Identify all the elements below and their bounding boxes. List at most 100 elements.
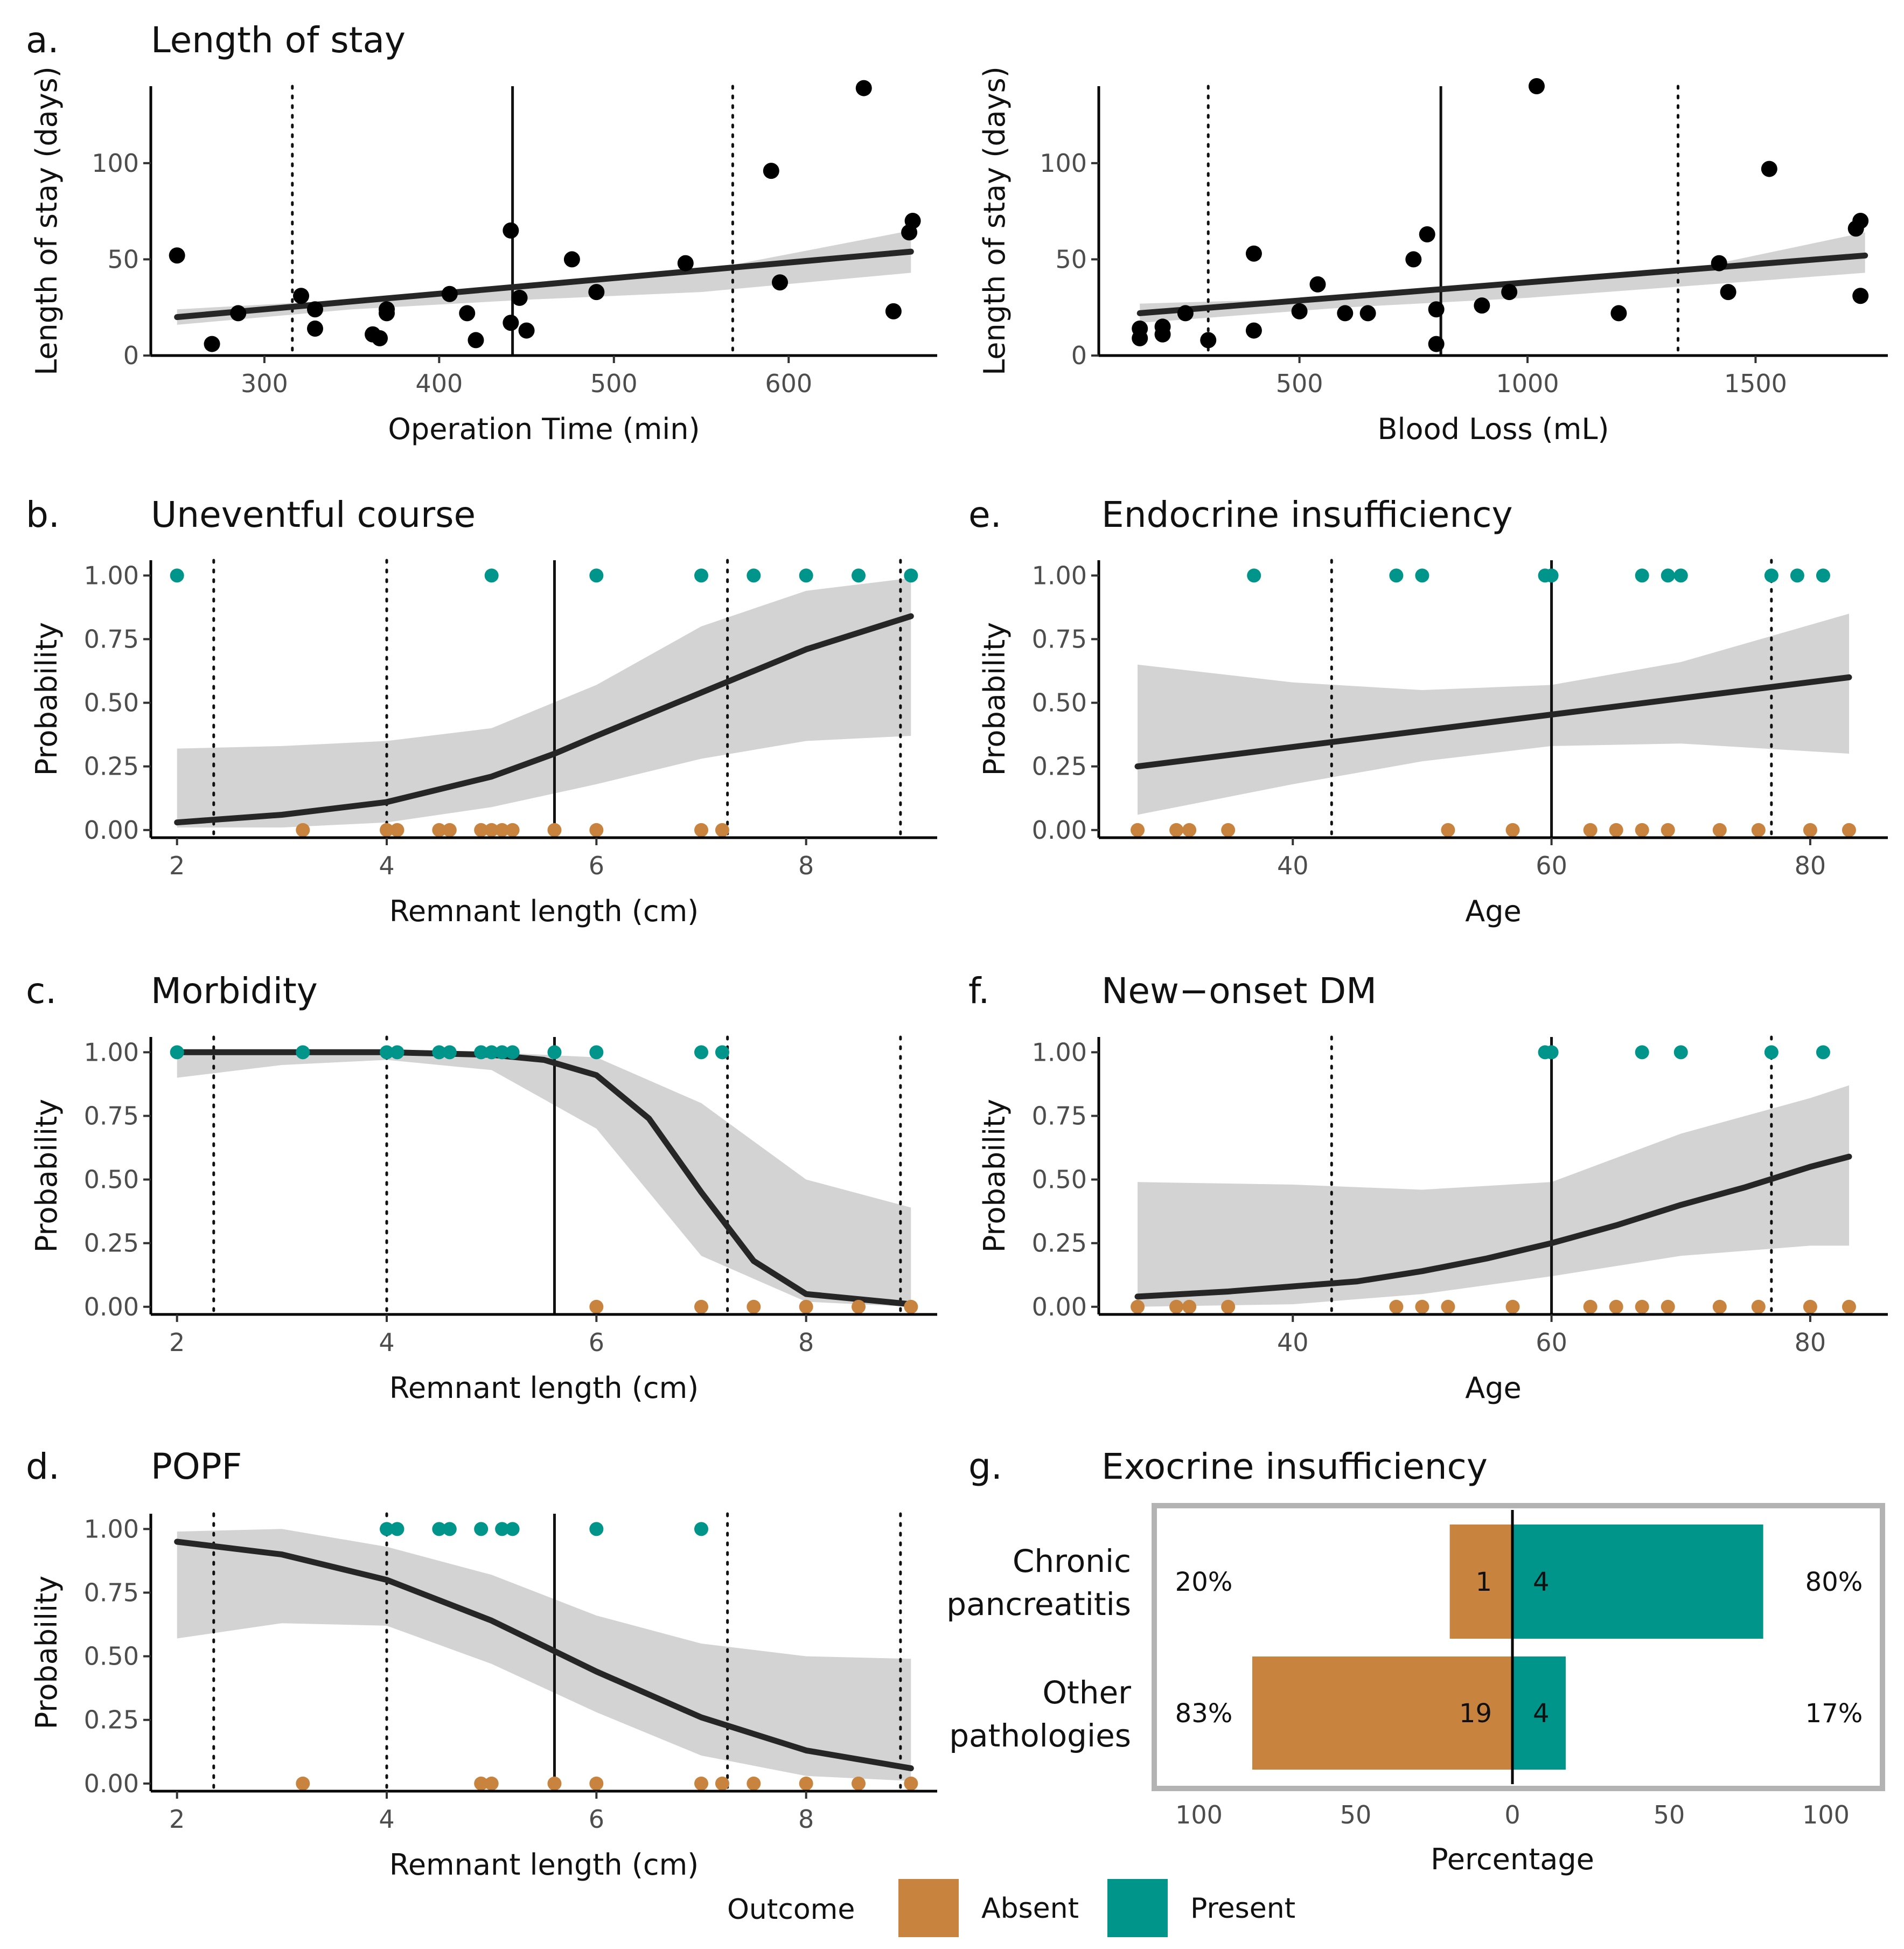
data-point-present xyxy=(442,1045,457,1060)
plot-exocrine-insufficiency: 1 4 20% 80% Chronic pancreatitis 19 4 83% 17% Othe… xyxy=(946,1503,1885,1876)
data-point xyxy=(1177,305,1194,322)
data-point xyxy=(1419,226,1435,242)
data-point-present xyxy=(170,1045,184,1060)
data-point xyxy=(1720,284,1736,301)
x-tick-label: 6 xyxy=(589,1805,604,1834)
data-point-present xyxy=(495,1045,510,1060)
data-point-absent xyxy=(1131,823,1145,837)
fitted-curve xyxy=(1134,674,1852,770)
data-point xyxy=(293,288,310,304)
data-point xyxy=(563,251,580,268)
data-point xyxy=(1501,284,1518,301)
confidence-band xyxy=(177,578,911,828)
data-point xyxy=(1405,251,1422,268)
data-point-present xyxy=(484,568,499,583)
x-tick-label: 80 xyxy=(1795,851,1826,880)
x-tick-label: 50 xyxy=(1340,1800,1372,1829)
x-tick-label: 40 xyxy=(1277,1328,1309,1357)
data-point-present xyxy=(1544,568,1559,583)
y-tick-label: 1.00 xyxy=(84,1038,139,1067)
data-point-absent xyxy=(484,1776,499,1791)
data-point-absent xyxy=(852,1299,866,1314)
x-tick-label: 300 xyxy=(241,369,288,398)
y-axis-title: Probability xyxy=(978,1099,1012,1252)
legend: Outcome Absent Present xyxy=(727,1879,1295,1937)
data-point-absent xyxy=(1751,823,1766,837)
y-tick-label: 0.00 xyxy=(84,1292,139,1321)
data-point-absent xyxy=(442,823,457,837)
data-point xyxy=(772,274,788,291)
x-tick-label: 0 xyxy=(1504,1800,1520,1829)
data-point xyxy=(518,322,535,339)
y-tick-label: 0.25 xyxy=(1032,1229,1087,1258)
data-point-present xyxy=(390,1522,404,1536)
panel-title-c: Morbidity xyxy=(151,970,318,1012)
data-point-absent xyxy=(1842,1299,1856,1314)
percent-label-present: 80% xyxy=(1805,1567,1863,1597)
bar-present xyxy=(1512,1656,1566,1770)
data-point-present xyxy=(1790,568,1804,583)
data-point xyxy=(904,213,921,229)
y-tick-label: 1.00 xyxy=(84,561,139,590)
data-point-present xyxy=(1661,568,1675,583)
y-tick-label: 0.50 xyxy=(1032,688,1087,718)
data-point xyxy=(677,255,694,272)
data-point-absent xyxy=(1441,823,1455,837)
x-tick-label: 4 xyxy=(379,1805,394,1834)
fitted-curve xyxy=(1136,252,1868,316)
legend-label-present: Present xyxy=(1190,1892,1295,1925)
y-tick-label: 0.25 xyxy=(84,1229,139,1258)
data-point-absent xyxy=(1182,1299,1197,1314)
data-point-present xyxy=(1816,568,1830,583)
data-point-absent xyxy=(904,1776,918,1791)
data-point-present xyxy=(484,1045,499,1060)
data-point-absent xyxy=(1169,823,1184,837)
y-axis-title: Length of stay (days) xyxy=(30,66,64,375)
panel-title-f: New−onset DM xyxy=(1101,970,1377,1012)
x-tick-label: 8 xyxy=(798,851,814,880)
y-tick-label: 0.25 xyxy=(1032,752,1087,781)
y-tick-label: 0.00 xyxy=(84,816,139,845)
data-point xyxy=(588,284,605,301)
fitted-curve xyxy=(174,1539,914,1771)
data-point-absent xyxy=(1583,823,1598,837)
x-tick-label: 60 xyxy=(1536,851,1567,880)
data-point xyxy=(441,286,458,302)
confidence-band xyxy=(1140,232,1865,323)
data-point-present xyxy=(1764,568,1779,583)
y-tick-label: 100 xyxy=(92,149,139,178)
y-tick-label: 0.75 xyxy=(1032,624,1087,653)
data-point-present xyxy=(1673,1045,1688,1060)
data-point-present xyxy=(694,1045,708,1060)
x-tick-label: 2 xyxy=(169,851,185,880)
legend-label-absent: Absent xyxy=(981,1892,1079,1925)
data-point xyxy=(1132,330,1148,346)
data-point xyxy=(1852,213,1869,229)
data-point-absent xyxy=(589,823,604,837)
data-point-present xyxy=(474,1045,489,1060)
data-point-present xyxy=(1764,1045,1779,1060)
fitted-curve xyxy=(174,1049,914,1307)
panel-label-f: f. xyxy=(968,970,989,1012)
confidence-band xyxy=(177,1052,911,1307)
data-point xyxy=(885,303,902,319)
data-point-present xyxy=(432,1045,447,1060)
data-point-absent xyxy=(1221,1299,1236,1314)
panel-label-c: c. xyxy=(26,970,57,1012)
data-point xyxy=(468,332,484,349)
confidence-band xyxy=(177,230,911,325)
data-point-absent xyxy=(495,823,510,837)
data-point-absent xyxy=(1441,1299,1455,1314)
bar-count-absent: 19 xyxy=(1459,1699,1492,1729)
data-point xyxy=(230,305,247,322)
data-point-present xyxy=(170,568,184,583)
y-tick-label: 0 xyxy=(123,341,139,370)
plot-endocrine-insufficiency: 0.00 0.25 0.50 0.75 1.00 40 60 80 Age Probability xyxy=(978,559,1888,928)
data-point-present xyxy=(589,1045,604,1060)
data-point-absent xyxy=(589,1776,604,1791)
data-point-present xyxy=(390,1045,404,1060)
data-point-absent xyxy=(547,823,562,837)
data-point-absent xyxy=(1389,1299,1404,1314)
data-point-absent xyxy=(799,1776,813,1791)
